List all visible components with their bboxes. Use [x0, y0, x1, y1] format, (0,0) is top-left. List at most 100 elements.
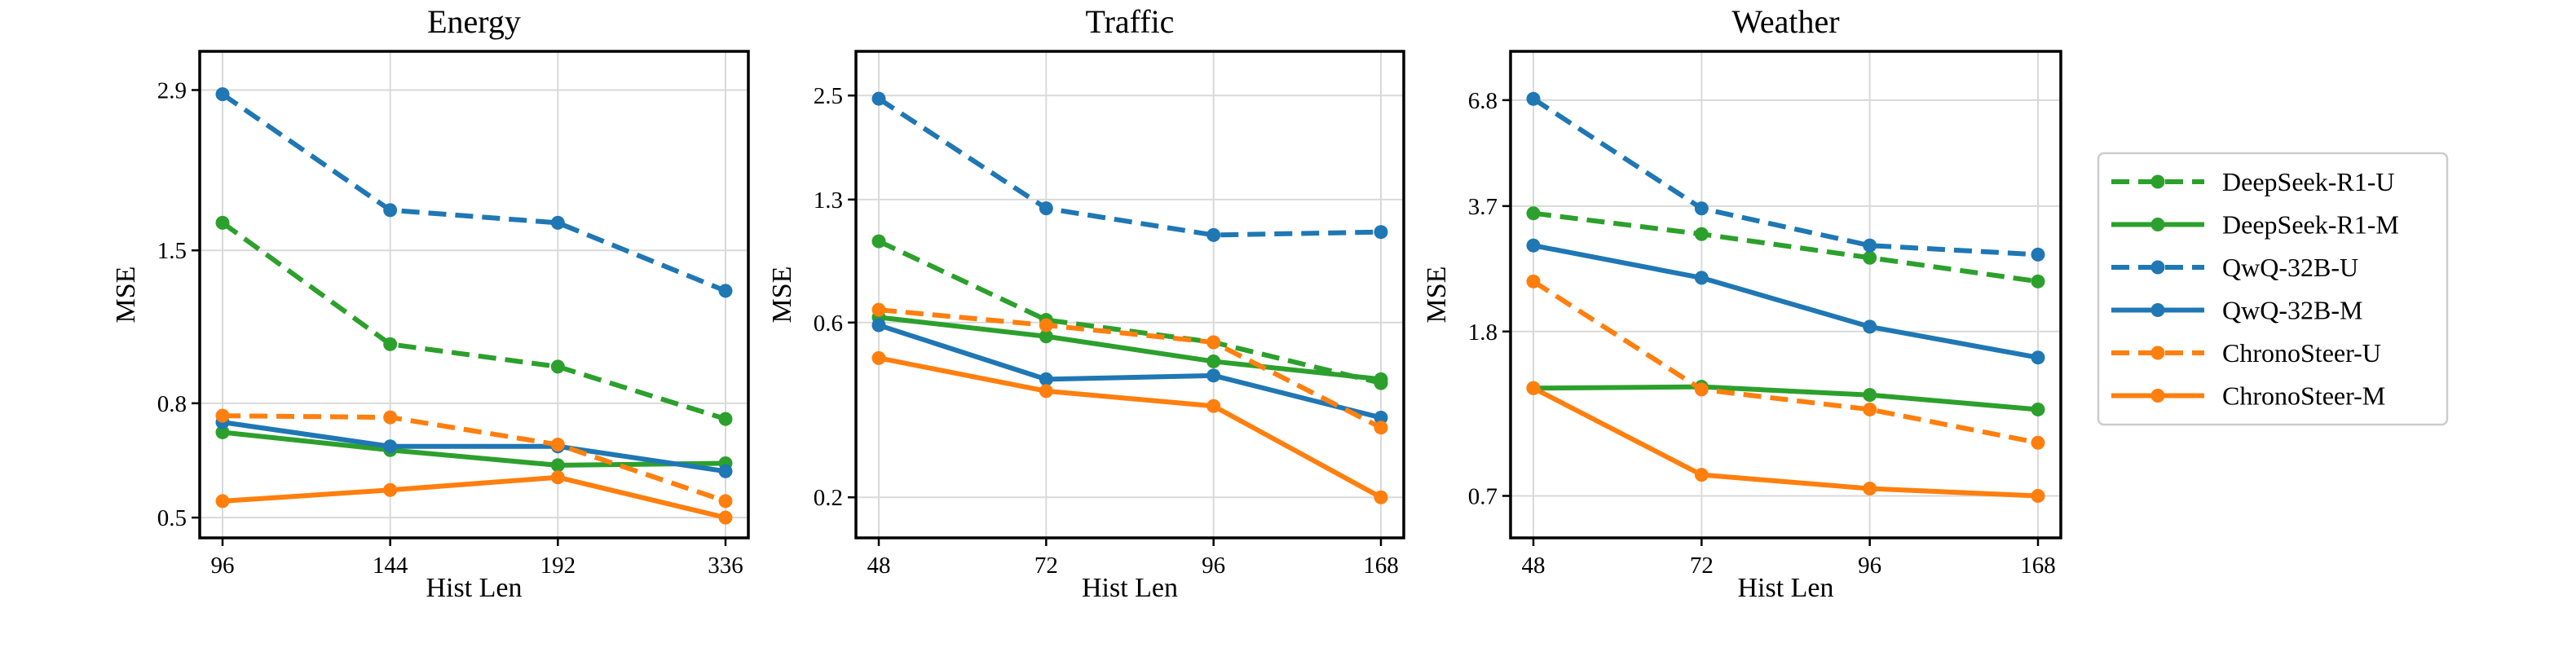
y-axis-label: MSE: [1422, 266, 1452, 324]
x-tick-label: 48: [1522, 553, 1546, 579]
data-point-chronosteer-u: [2031, 435, 2045, 450]
data-point-qwq-32b-m: [1206, 368, 1221, 383]
chart-title: Weather: [1731, 3, 1839, 40]
data-point-qwq-32b-u: [1374, 225, 1388, 240]
chart-panel-weather: 48 72 96 168 0.7 1.8 3.7 6.8 Weather Hist Len MSE: [1422, 3, 2062, 603]
data-point-deepseek-r1-u: [871, 234, 886, 249]
data-point-chronosteer-m: [383, 482, 398, 497]
legend-label-deepseek-r1-u: DeepSeek-R1-U: [2222, 167, 2394, 196]
legend-label-chronosteer-m: ChronoSteer-M: [2222, 381, 2385, 411]
data-point-chronosteer-u: [1039, 318, 1053, 332]
legend-marker-deepseek-r1-u: [2150, 174, 2165, 189]
chart-panel-energy: 96 144 192 336 0.5 0.8 1.5 2.9 Energy Hist Len MSE: [111, 3, 750, 603]
data-point-qwq-32b-u: [2031, 247, 2045, 262]
series-line-chronosteer-m: [222, 474, 726, 521]
data-point-qwq-32b-u: [871, 91, 886, 106]
data-point-chronosteer-m: [1526, 381, 1541, 395]
legend-label-chronosteer-u: ChronoSteer-U: [2222, 338, 2381, 368]
x-tick-label: 96: [211, 553, 235, 579]
data-point-chronosteer-u: [1694, 382, 1709, 397]
y-tick-label: 1.8: [1468, 319, 1498, 346]
data-point-qwq-32b-u: [215, 87, 230, 102]
legend-box: [2097, 152, 2449, 426]
data-point-qwq-32b-m: [1039, 372, 1053, 386]
data-point-qwq-32b-u: [1039, 201, 1053, 216]
data-point-chronosteer-u: [1206, 335, 1221, 350]
data-point-chronosteer-m: [718, 510, 733, 525]
y-tick-label: 1.3: [814, 187, 843, 214]
series-line-deepseek-r1-u: [877, 239, 1382, 386]
data-point-qwq-32b-u: [1694, 201, 1709, 216]
x-tick-label: 72: [1690, 553, 1714, 579]
data-point-chronosteer-m: [2031, 488, 2045, 503]
x-axis-label: Hist Len: [1082, 573, 1178, 603]
data-point-qwq-32b-m: [1694, 271, 1709, 285]
data-point-qwq-32b-u: [550, 215, 565, 230]
data-point-deepseek-r1-u: [383, 337, 398, 351]
data-point-deepseek-r1-u: [550, 359, 565, 374]
data-point-deepseek-r1-m: [2031, 402, 2045, 416]
y-tick-label: 0.2: [814, 485, 843, 511]
data-point-qwq-32b-u: [718, 284, 733, 298]
data-point-chronosteer-m: [550, 470, 565, 485]
legend-label-qwq-32b-m: QwQ-32B-M: [2222, 296, 2362, 325]
chart-panel-traffic: 48 72 96 168 0.2 0.6 1.3 2.5 Traffic Hist Len MSE: [767, 3, 1405, 603]
x-tick-label: 72: [1034, 553, 1058, 579]
data-point-deepseek-r1-m: [550, 458, 565, 473]
data-point-chronosteer-u: [871, 302, 886, 317]
data-point-deepseek-r1-u: [718, 412, 733, 426]
series-line-chronosteer-m: [878, 355, 1383, 500]
y-tick-label: 6.8: [1468, 88, 1498, 114]
series-line-qwq-32b-m: [878, 323, 1382, 421]
x-tick-label: 168: [2020, 553, 2056, 579]
x-tick-label: 192: [540, 553, 576, 579]
data-point-qwq-32b-m: [383, 439, 398, 454]
legend-label-deepseek-r1-m: DeepSeek-R1-M: [2222, 210, 2399, 240]
y-tick-label: 2.5: [814, 83, 843, 109]
legend: DeepSeek-R1-U DeepSeek-R1-M QwQ-32B-U QwQ-3…: [2097, 152, 2449, 426]
legend-marker-qwq-32b-u: [2150, 260, 2165, 275]
y-tick-label: 2.9: [157, 77, 187, 103]
data-point-qwq-32b-u: [1863, 238, 1877, 253]
plot-frame: [854, 50, 1405, 539]
legend-marker-chronosteer-u: [2150, 346, 2165, 360]
data-point-deepseek-r1-m: [1863, 388, 1877, 403]
x-tick-label: 336: [708, 553, 743, 579]
data-point-chronosteer-m: [1863, 482, 1877, 496]
chart-title: Energy: [427, 3, 521, 40]
series-line-deepseek-r1-u: [221, 220, 726, 421]
data-point-qwq-32b-m: [1374, 410, 1388, 425]
x-tick-label: 96: [1858, 553, 1881, 579]
legend-marker-qwq-32b-m: [2150, 303, 2165, 317]
data-point-chronosteer-m: [1206, 399, 1221, 413]
data-point-chronosteer-u: [550, 438, 565, 452]
x-tick-label: 96: [1202, 553, 1225, 579]
data-point-deepseek-r1-m: [215, 425, 230, 439]
plot-frame: [198, 50, 750, 539]
y-tick-label: 0.7: [1468, 483, 1498, 509]
data-point-chronosteer-m: [1694, 468, 1709, 482]
y-tick-label: 3.7: [1468, 194, 1498, 220]
chart-title: Traffic: [1086, 3, 1175, 40]
series-line-qwq-32b-u: [1532, 96, 2039, 258]
x-tick-label: 168: [1363, 553, 1399, 579]
data-point-deepseek-r1-u: [1694, 227, 1709, 241]
data-point-deepseek-r1-u: [1863, 250, 1877, 265]
data-point-chronosteer-u: [718, 494, 733, 509]
data-point-qwq-32b-u: [383, 203, 398, 218]
series-line-chronosteer-m: [1532, 385, 2039, 499]
data-point-qwq-32b-u: [1526, 91, 1541, 106]
data-point-chronosteer-m: [1039, 384, 1053, 399]
data-point-qwq-32b-m: [1526, 238, 1541, 253]
data-point-chronosteer-u: [215, 408, 230, 423]
series-line-chronosteer-u: [1532, 279, 2039, 446]
plot-frame: [1509, 50, 2062, 539]
legend-marker-deepseek-r1-m: [2150, 218, 2165, 231]
data-point-deepseek-r1-u: [215, 215, 230, 230]
series-line-deepseek-r1-m: [1533, 384, 2039, 412]
y-tick-label: 0.8: [157, 391, 187, 417]
legend-label-qwq-32b-u: QwQ-32B-U: [2222, 253, 2358, 282]
y-axis-label: MSE: [767, 266, 797, 324]
legend-marker-chronosteer-m: [2150, 389, 2165, 403]
